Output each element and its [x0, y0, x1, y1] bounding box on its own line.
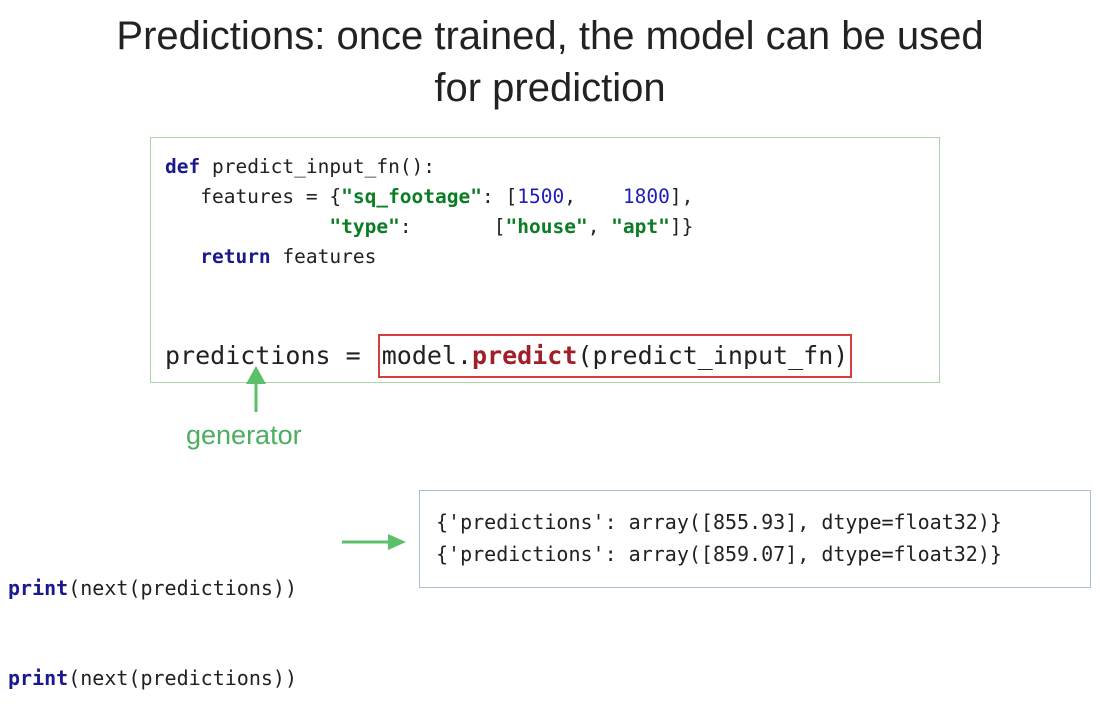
sq-footage-gap: , — [564, 185, 623, 208]
output-block: {'predictions': array([855.93], dtype=fl… — [419, 490, 1091, 588]
type-key: "type" — [329, 215, 400, 238]
predictions-assignment: predictions = — [165, 341, 376, 370]
arrows-layer — [246, 366, 406, 550]
return-value: features — [270, 245, 377, 268]
print-line-2: print(next(predictions)) — [8, 663, 297, 693]
type-value-apt: "apt" — [611, 215, 670, 238]
print-argument: (next(predictions)) — [68, 666, 297, 690]
print-argument: (next(predictions)) — [68, 576, 297, 600]
title-line-1: Predictions: once trained, the model can… — [116, 14, 984, 58]
type-separator: : [ — [399, 215, 506, 238]
code-line-type: "type": ["house", "apt"]} — [165, 212, 693, 242]
predictions-line: predictions = model.predict(predict_inpu… — [165, 334, 853, 378]
features-assignment: features = { — [165, 185, 342, 208]
code-line-return: return features — [165, 242, 376, 272]
model-reference: model. — [381, 341, 473, 370]
right-arrow-icon — [342, 534, 406, 550]
sq-footage-end: ], — [669, 185, 694, 208]
code-line-def: def predict_input_fn(): — [165, 152, 435, 182]
function-signature: predict_input_fn(): — [200, 155, 436, 178]
return-keyword: return — [200, 245, 271, 268]
slide-title: Predictions: once trained, the model can… — [0, 10, 1100, 114]
def-keyword: def — [165, 155, 201, 178]
predict-method: predict — [472, 341, 578, 370]
type-end: ]} — [669, 215, 694, 238]
print-keyword: print — [8, 576, 69, 600]
code-line-features: features = {"sq_footage": [1500, 1800], — [165, 182, 693, 212]
type-value-house: "house" — [505, 215, 588, 238]
generator-arrow-icon — [246, 366, 266, 412]
output-line-1: {'predictions': array([855.93], dtype=fl… — [436, 510, 1002, 534]
output-line-2: {'predictions': array([859.07], dtype=fl… — [436, 542, 1002, 566]
sq-footage-key: "sq_footage" — [341, 185, 482, 208]
sq-footage-value-2: 1800 — [622, 185, 670, 208]
code-block: def predict_input_fn(): features = {"sq_… — [150, 137, 940, 383]
generator-label: generator — [186, 420, 302, 450]
predict-arguments: (predict_input_fn) — [577, 341, 849, 370]
title-line-2: for prediction — [434, 66, 666, 110]
print-statements: print(next(predictions)) print(next(pred… — [8, 513, 297, 723]
sq-footage-value-1: 1500 — [517, 185, 565, 208]
sq-footage-separator: : [ — [482, 185, 518, 208]
type-comma: , — [587, 215, 612, 238]
predict-call-highlight: model.predict(predict_input_fn) — [377, 334, 853, 378]
print-keyword: print — [8, 666, 69, 690]
print-line-1: print(next(predictions)) — [8, 573, 297, 603]
